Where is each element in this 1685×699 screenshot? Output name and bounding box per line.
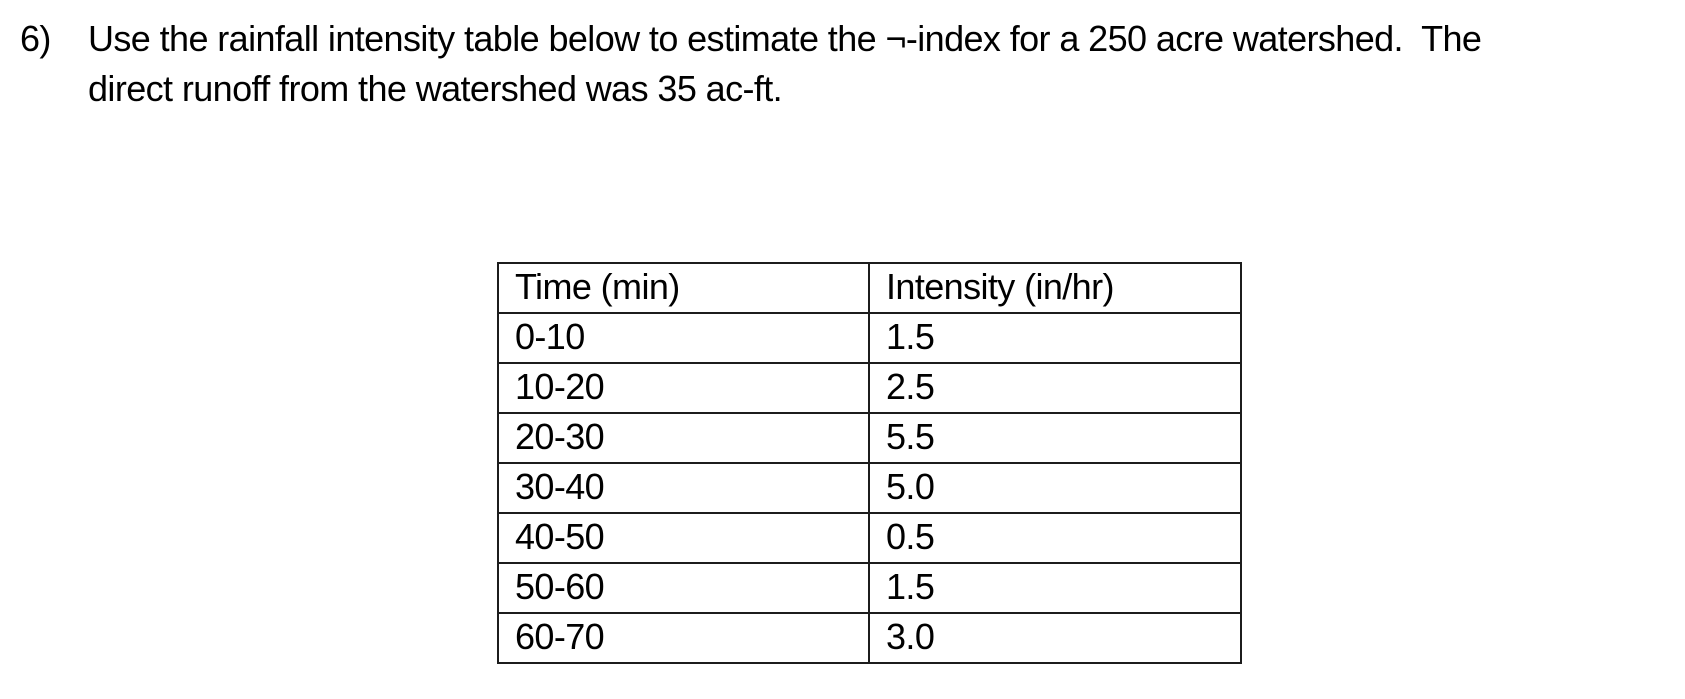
rainfall-intensity-table: Time (min) Intensity (in/hr) 0-10 1.5 10… [497,262,1242,664]
cell-time: 40-50 [497,512,870,564]
table-row: 40-50 0.5 [497,512,1242,564]
table-row: 60-70 3.0 [497,612,1242,664]
cell-intensity: 1.5 [868,312,1242,364]
table-header-row: Time (min) Intensity (in/hr) [497,262,1242,314]
cell-intensity: 1.5 [868,562,1242,614]
cell-intensity: 0.5 [868,512,1242,564]
cell-time: 30-40 [497,462,870,514]
cell-time: 50-60 [497,562,870,614]
cell-time: 60-70 [497,612,870,664]
table-row: 50-60 1.5 [497,562,1242,614]
cell-intensity: 5.5 [868,412,1242,464]
header-cell-intensity: Intensity (in/hr) [868,262,1242,314]
cell-time: 10-20 [497,362,870,414]
cell-time: 20-30 [497,412,870,464]
problem-text-line-2: direct runoff from the watershed was 35 … [88,68,783,109]
table-row: 20-30 5.5 [497,412,1242,464]
problem-text: Use the rainfall intensity table below t… [88,14,1482,114]
problem-number: 6) [20,18,51,59]
cell-intensity: 3.0 [868,612,1242,664]
table-row: 10-20 2.5 [497,362,1242,414]
table-row: 0-10 1.5 [497,312,1242,364]
header-cell-time: Time (min) [497,262,870,314]
table-row: 30-40 5.0 [497,462,1242,514]
problem-statement: 6) Use the rainfall intensity table belo… [20,14,1482,114]
cell-intensity: 5.0 [868,462,1242,514]
cell-intensity: 2.5 [868,362,1242,414]
problem-text-line-1: Use the rainfall intensity table below t… [88,18,1482,59]
cell-time: 0-10 [497,312,870,364]
